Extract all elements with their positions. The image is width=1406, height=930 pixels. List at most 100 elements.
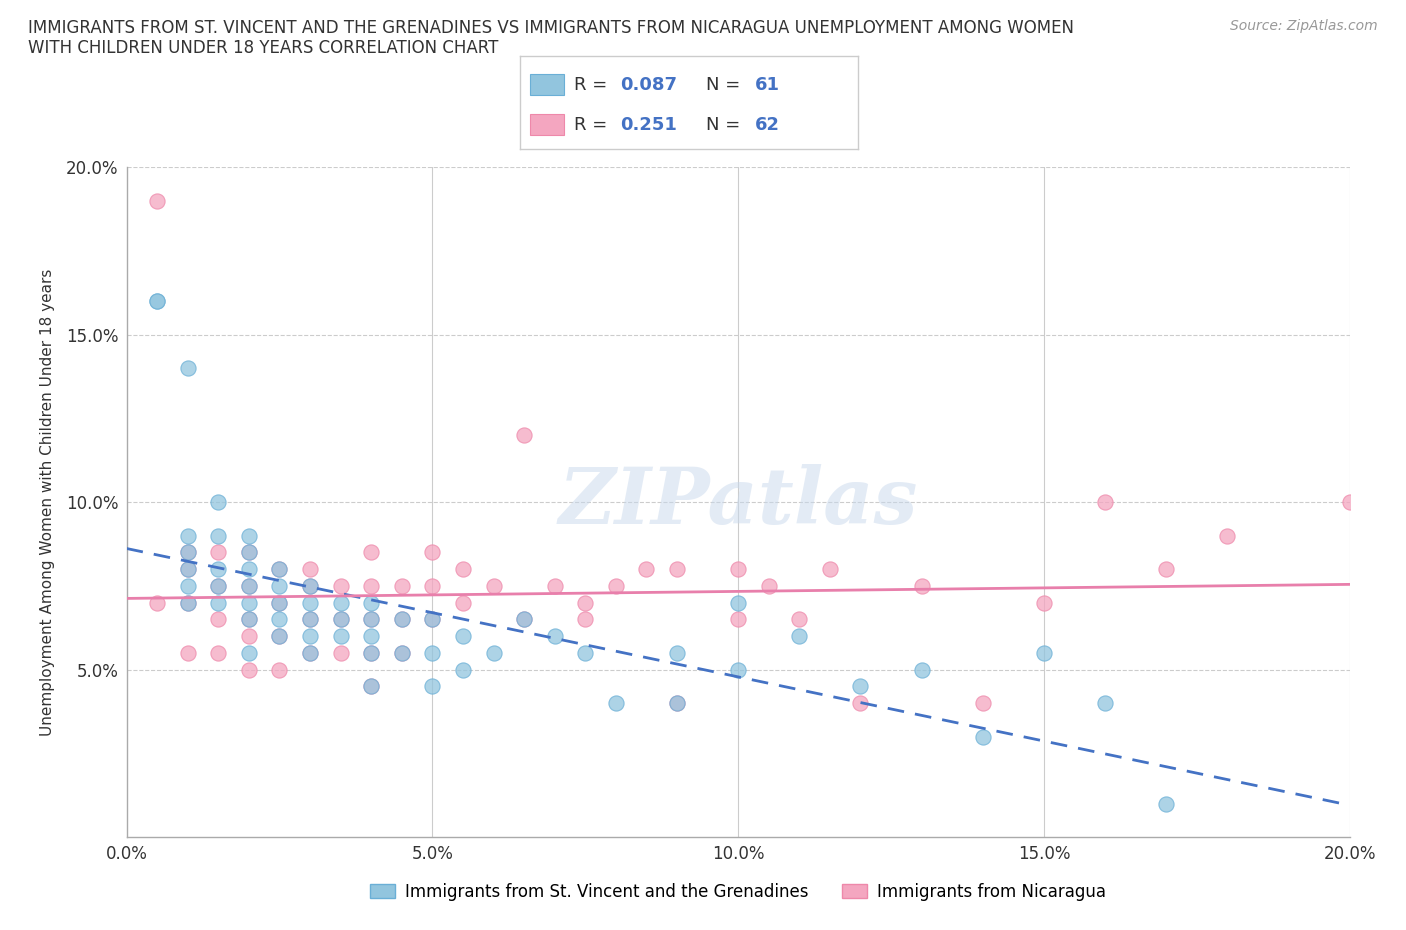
Point bbox=[177, 528, 200, 543]
Point bbox=[513, 428, 536, 443]
Point bbox=[451, 595, 474, 610]
Point bbox=[177, 361, 200, 376]
Point bbox=[360, 612, 382, 627]
Point bbox=[849, 679, 872, 694]
Point bbox=[451, 562, 474, 577]
Point bbox=[666, 696, 689, 711]
Point bbox=[238, 645, 260, 660]
Point bbox=[911, 578, 934, 593]
Point bbox=[269, 595, 291, 610]
Point bbox=[605, 578, 627, 593]
Point bbox=[238, 578, 260, 593]
Point bbox=[299, 645, 322, 660]
Text: IMMIGRANTS FROM ST. VINCENT AND THE GRENADINES VS IMMIGRANTS FROM NICARAGUA UNEM: IMMIGRANTS FROM ST. VINCENT AND THE GREN… bbox=[28, 19, 1074, 58]
Point bbox=[482, 645, 505, 660]
Point bbox=[238, 662, 260, 677]
Point bbox=[543, 629, 565, 644]
Point bbox=[299, 645, 322, 660]
Point bbox=[238, 545, 260, 560]
Point bbox=[666, 696, 689, 711]
Point bbox=[269, 578, 291, 593]
Point bbox=[360, 629, 382, 644]
Point bbox=[146, 193, 169, 208]
Legend: Immigrants from St. Vincent and the Grenadines, Immigrants from Nicaragua: Immigrants from St. Vincent and the Gren… bbox=[361, 874, 1115, 909]
Point bbox=[422, 578, 444, 593]
Point bbox=[207, 528, 229, 543]
Point bbox=[207, 612, 229, 627]
Point bbox=[758, 578, 780, 593]
Point bbox=[422, 612, 444, 627]
Point bbox=[636, 562, 658, 577]
Point bbox=[238, 629, 260, 644]
Point bbox=[177, 595, 200, 610]
Point bbox=[451, 662, 474, 677]
Point bbox=[269, 629, 291, 644]
Point bbox=[269, 662, 291, 677]
Point bbox=[360, 645, 382, 660]
Point bbox=[269, 612, 291, 627]
Point bbox=[329, 578, 352, 593]
Point bbox=[238, 528, 260, 543]
Point bbox=[972, 696, 994, 711]
Point bbox=[207, 578, 229, 593]
Point bbox=[360, 679, 382, 694]
Point bbox=[177, 545, 200, 560]
Point bbox=[849, 696, 872, 711]
Point bbox=[238, 612, 260, 627]
Point bbox=[513, 612, 536, 627]
Point bbox=[207, 545, 229, 560]
Point bbox=[727, 662, 749, 677]
Text: N =: N = bbox=[706, 75, 745, 94]
Point bbox=[787, 629, 810, 644]
Point bbox=[422, 545, 444, 560]
Point bbox=[1094, 696, 1116, 711]
Point bbox=[787, 612, 810, 627]
Point bbox=[360, 595, 382, 610]
Point bbox=[299, 578, 322, 593]
Point bbox=[360, 612, 382, 627]
Text: N =: N = bbox=[706, 115, 745, 134]
Point bbox=[911, 662, 934, 677]
Point bbox=[451, 629, 474, 644]
Bar bbox=[530, 74, 564, 95]
Point bbox=[177, 545, 200, 560]
Point bbox=[1339, 495, 1361, 510]
Point bbox=[177, 562, 200, 577]
Point bbox=[1156, 796, 1178, 811]
Point bbox=[422, 645, 444, 660]
Point bbox=[269, 629, 291, 644]
Point bbox=[360, 578, 382, 593]
Point bbox=[391, 645, 413, 660]
Point bbox=[422, 612, 444, 627]
Point bbox=[1033, 645, 1056, 660]
Point bbox=[543, 578, 565, 593]
Point bbox=[574, 645, 596, 660]
Text: 0.087: 0.087 bbox=[620, 75, 676, 94]
Point bbox=[727, 612, 749, 627]
Text: R =: R = bbox=[574, 115, 613, 134]
Point bbox=[207, 595, 229, 610]
Point bbox=[482, 578, 505, 593]
Text: 61: 61 bbox=[755, 75, 780, 94]
Point bbox=[1094, 495, 1116, 510]
Point bbox=[329, 629, 352, 644]
Point bbox=[269, 595, 291, 610]
Point bbox=[329, 645, 352, 660]
Text: Source: ZipAtlas.com: Source: ZipAtlas.com bbox=[1230, 19, 1378, 33]
Point bbox=[360, 545, 382, 560]
Point bbox=[146, 294, 169, 309]
Point bbox=[574, 612, 596, 627]
Point bbox=[605, 696, 627, 711]
Point bbox=[299, 562, 322, 577]
Point bbox=[269, 562, 291, 577]
Point bbox=[1033, 595, 1056, 610]
Point bbox=[666, 562, 689, 577]
Point bbox=[177, 562, 200, 577]
Point bbox=[238, 612, 260, 627]
Point bbox=[513, 612, 536, 627]
Text: ZIPatlas: ZIPatlas bbox=[558, 464, 918, 540]
Point bbox=[391, 612, 413, 627]
Bar bbox=[530, 114, 564, 135]
Point bbox=[1156, 562, 1178, 577]
Point bbox=[207, 495, 229, 510]
